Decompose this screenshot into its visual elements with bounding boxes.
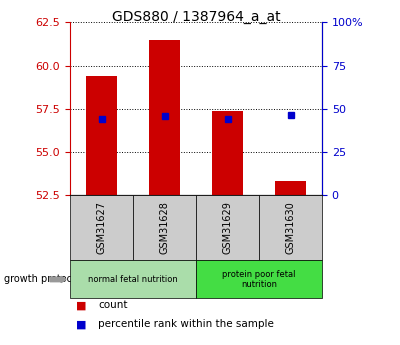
Bar [149, 40, 180, 195]
Bar [275, 181, 306, 195]
Bar [86, 76, 117, 195]
Text: normal fetal nutrition: normal fetal nutrition [88, 275, 178, 284]
Text: growth protocol: growth protocol [4, 275, 81, 284]
Bar [212, 111, 243, 195]
Text: GSM31628: GSM31628 [160, 201, 170, 254]
Text: count: count [98, 300, 128, 310]
Text: protein poor fetal
nutrition: protein poor fetal nutrition [222, 270, 296, 289]
Text: ■: ■ [76, 319, 86, 329]
Text: percentile rank within the sample: percentile rank within the sample [98, 319, 274, 329]
Text: ■: ■ [76, 300, 86, 310]
Text: GSM31627: GSM31627 [96, 201, 106, 254]
Text: GDS880 / 1387964_a_at: GDS880 / 1387964_a_at [112, 10, 280, 24]
Text: GSM31630: GSM31630 [286, 201, 296, 254]
Text: GSM31629: GSM31629 [222, 201, 232, 254]
